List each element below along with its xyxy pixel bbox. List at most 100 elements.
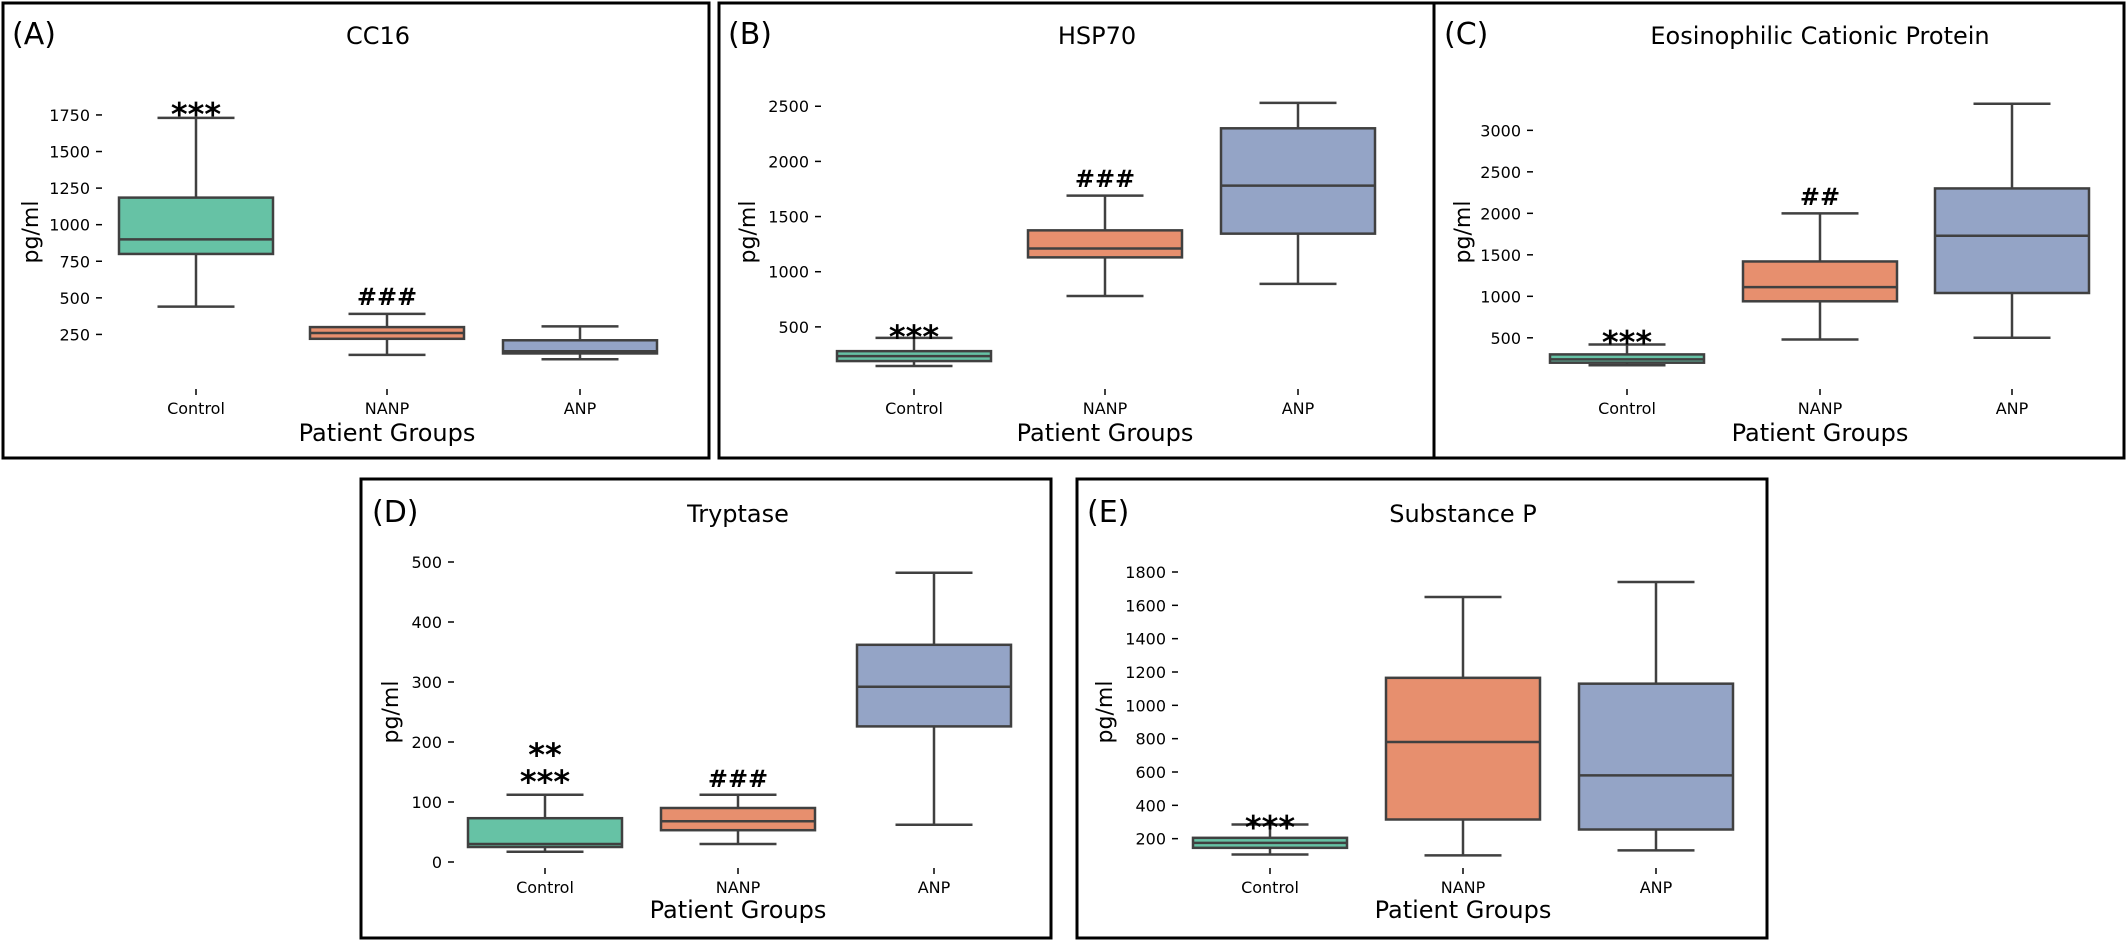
y-tick-label: 2000 — [768, 152, 809, 171]
y-tick-label: 1500 — [1480, 246, 1521, 265]
significance-annotation: ** — [528, 736, 562, 774]
panel-title: Substance P — [1389, 500, 1537, 528]
x-axis-label: Patient Groups — [1732, 419, 1909, 447]
box-anp — [1933, 102, 2091, 340]
y-tick-label: 1250 — [49, 179, 90, 198]
panel-title: HSP70 — [1058, 22, 1136, 50]
x-tick-label: NANP — [716, 878, 761, 897]
box-nanp — [1741, 212, 1899, 341]
y-tick-label: 1400 — [1125, 630, 1166, 649]
box-control — [1191, 823, 1349, 856]
box-iqr — [1577, 682, 1735, 831]
x-tick-label: NANP — [1083, 399, 1128, 418]
panel-e: (E) Substance P 200 400 600 800 1000 1200 1400 16… — [1075, 477, 1769, 940]
y-tick-label: 1600 — [1125, 596, 1166, 615]
box-nanp — [1384, 595, 1542, 857]
y-axis-label: pg/ml — [1451, 201, 1476, 264]
panel-letter: (A) — [12, 17, 56, 52]
significance-annotation: ### — [708, 765, 768, 793]
box-iqr — [117, 196, 275, 256]
x-tick-label: NANP — [1441, 878, 1486, 897]
y-tick-label: 1500 — [768, 208, 809, 227]
y-tick-label: 1000 — [49, 216, 90, 235]
y-tick-label: 250 — [59, 325, 90, 344]
panel-letter: (D) — [372, 495, 419, 530]
y-tick-label: 800 — [1135, 730, 1166, 749]
y-tick-label: 1750 — [49, 106, 90, 125]
x-tick-label: ANP — [1640, 878, 1673, 897]
x-tick-label: ANP — [918, 878, 951, 897]
box-control — [466, 793, 624, 854]
y-tick-label: 200 — [1135, 830, 1166, 849]
significance-annotation: *** — [1245, 808, 1295, 846]
x-tick-label: Control — [1598, 399, 1656, 418]
y-tick-label: 500 — [1490, 329, 1521, 348]
box-iqr — [1933, 187, 2091, 295]
x-tick-label: Control — [167, 399, 225, 418]
box-iqr — [659, 806, 817, 832]
y-axis-label: pg/ml — [736, 201, 761, 264]
x-tick-label: Control — [1241, 878, 1299, 897]
y-axis-label: pg/ml — [19, 201, 44, 264]
y-tick-label: 600 — [1135, 763, 1166, 782]
y-tick-label: 750 — [59, 252, 90, 271]
y-tick-label: 100 — [411, 793, 442, 812]
y-tick-label: 1000 — [1480, 287, 1521, 306]
y-tick-label: 300 — [411, 673, 442, 692]
significance-annotation: *** — [171, 96, 221, 134]
panel-title: Eosinophilic Cationic Protein — [1650, 22, 1989, 50]
panel-letter: (C) — [1444, 17, 1488, 52]
box-control — [117, 116, 275, 308]
significance-annotation: ### — [1075, 165, 1135, 193]
x-tick-label: Control — [885, 399, 943, 418]
y-tick-label: 200 — [411, 733, 442, 752]
y-tick-label: 400 — [1135, 796, 1166, 815]
box-iqr — [1026, 229, 1184, 259]
y-tick-label: 1000 — [768, 263, 809, 282]
x-tick-label: NANP — [365, 399, 410, 418]
box-iqr — [1741, 260, 1899, 303]
panel-letter: (E) — [1087, 495, 1129, 530]
box-anp — [1219, 101, 1377, 286]
significance-annotation: ## — [1800, 183, 1840, 211]
y-tick-label: 2000 — [1480, 204, 1521, 223]
box-nanp — [659, 793, 817, 846]
significance-annotation: *** — [520, 763, 570, 801]
box-anp — [501, 325, 659, 361]
panel-d: (D) Tryptase 0 100 200 300 400 500 pg/ml Control N… — [359, 477, 1053, 940]
x-tick-label: NANP — [1798, 399, 1843, 418]
x-tick-label: ANP — [1996, 399, 2029, 418]
x-axis-label: Patient Groups — [650, 896, 827, 924]
panel-letter: (B) — [728, 17, 772, 52]
significance-annotation: *** — [889, 318, 939, 356]
box-iqr — [1384, 676, 1542, 821]
box-nanp — [308, 312, 466, 357]
significance-annotation: ### — [357, 283, 417, 311]
box-anp — [1577, 580, 1735, 852]
box-control — [835, 336, 993, 368]
y-tick-label: 2500 — [1480, 163, 1521, 182]
y-tick-label: 1800 — [1125, 563, 1166, 582]
x-axis-label: Patient Groups — [1375, 896, 1552, 924]
x-axis-label: Patient Groups — [1017, 419, 1194, 447]
panel-b: (B) HSP70 500 1000 1500 2000 2500 pg/ml Control N… — [717, 1, 1437, 460]
y-tick-label: 500 — [59, 289, 90, 308]
y-tick-label: 2500 — [768, 97, 809, 116]
y-tick-label: 1500 — [49, 143, 90, 162]
box-anp — [855, 571, 1013, 827]
box-control — [1548, 343, 1706, 367]
y-tick-label: 3000 — [1480, 121, 1521, 140]
y-axis-label: pg/ml — [379, 681, 404, 744]
box-nanp — [1026, 194, 1184, 298]
x-tick-label: ANP — [564, 399, 597, 418]
y-tick-label: 1200 — [1125, 663, 1166, 682]
panel-title: Tryptase — [686, 500, 789, 528]
significance-annotation: *** — [1602, 323, 1652, 361]
y-tick-label: 400 — [411, 613, 442, 632]
y-tick-label: 1000 — [1125, 696, 1166, 715]
y-tick-label: 500 — [778, 318, 809, 337]
box-iqr — [1219, 127, 1377, 235]
panel-title: CC16 — [346, 22, 410, 50]
panel-frame — [1, 1, 711, 460]
